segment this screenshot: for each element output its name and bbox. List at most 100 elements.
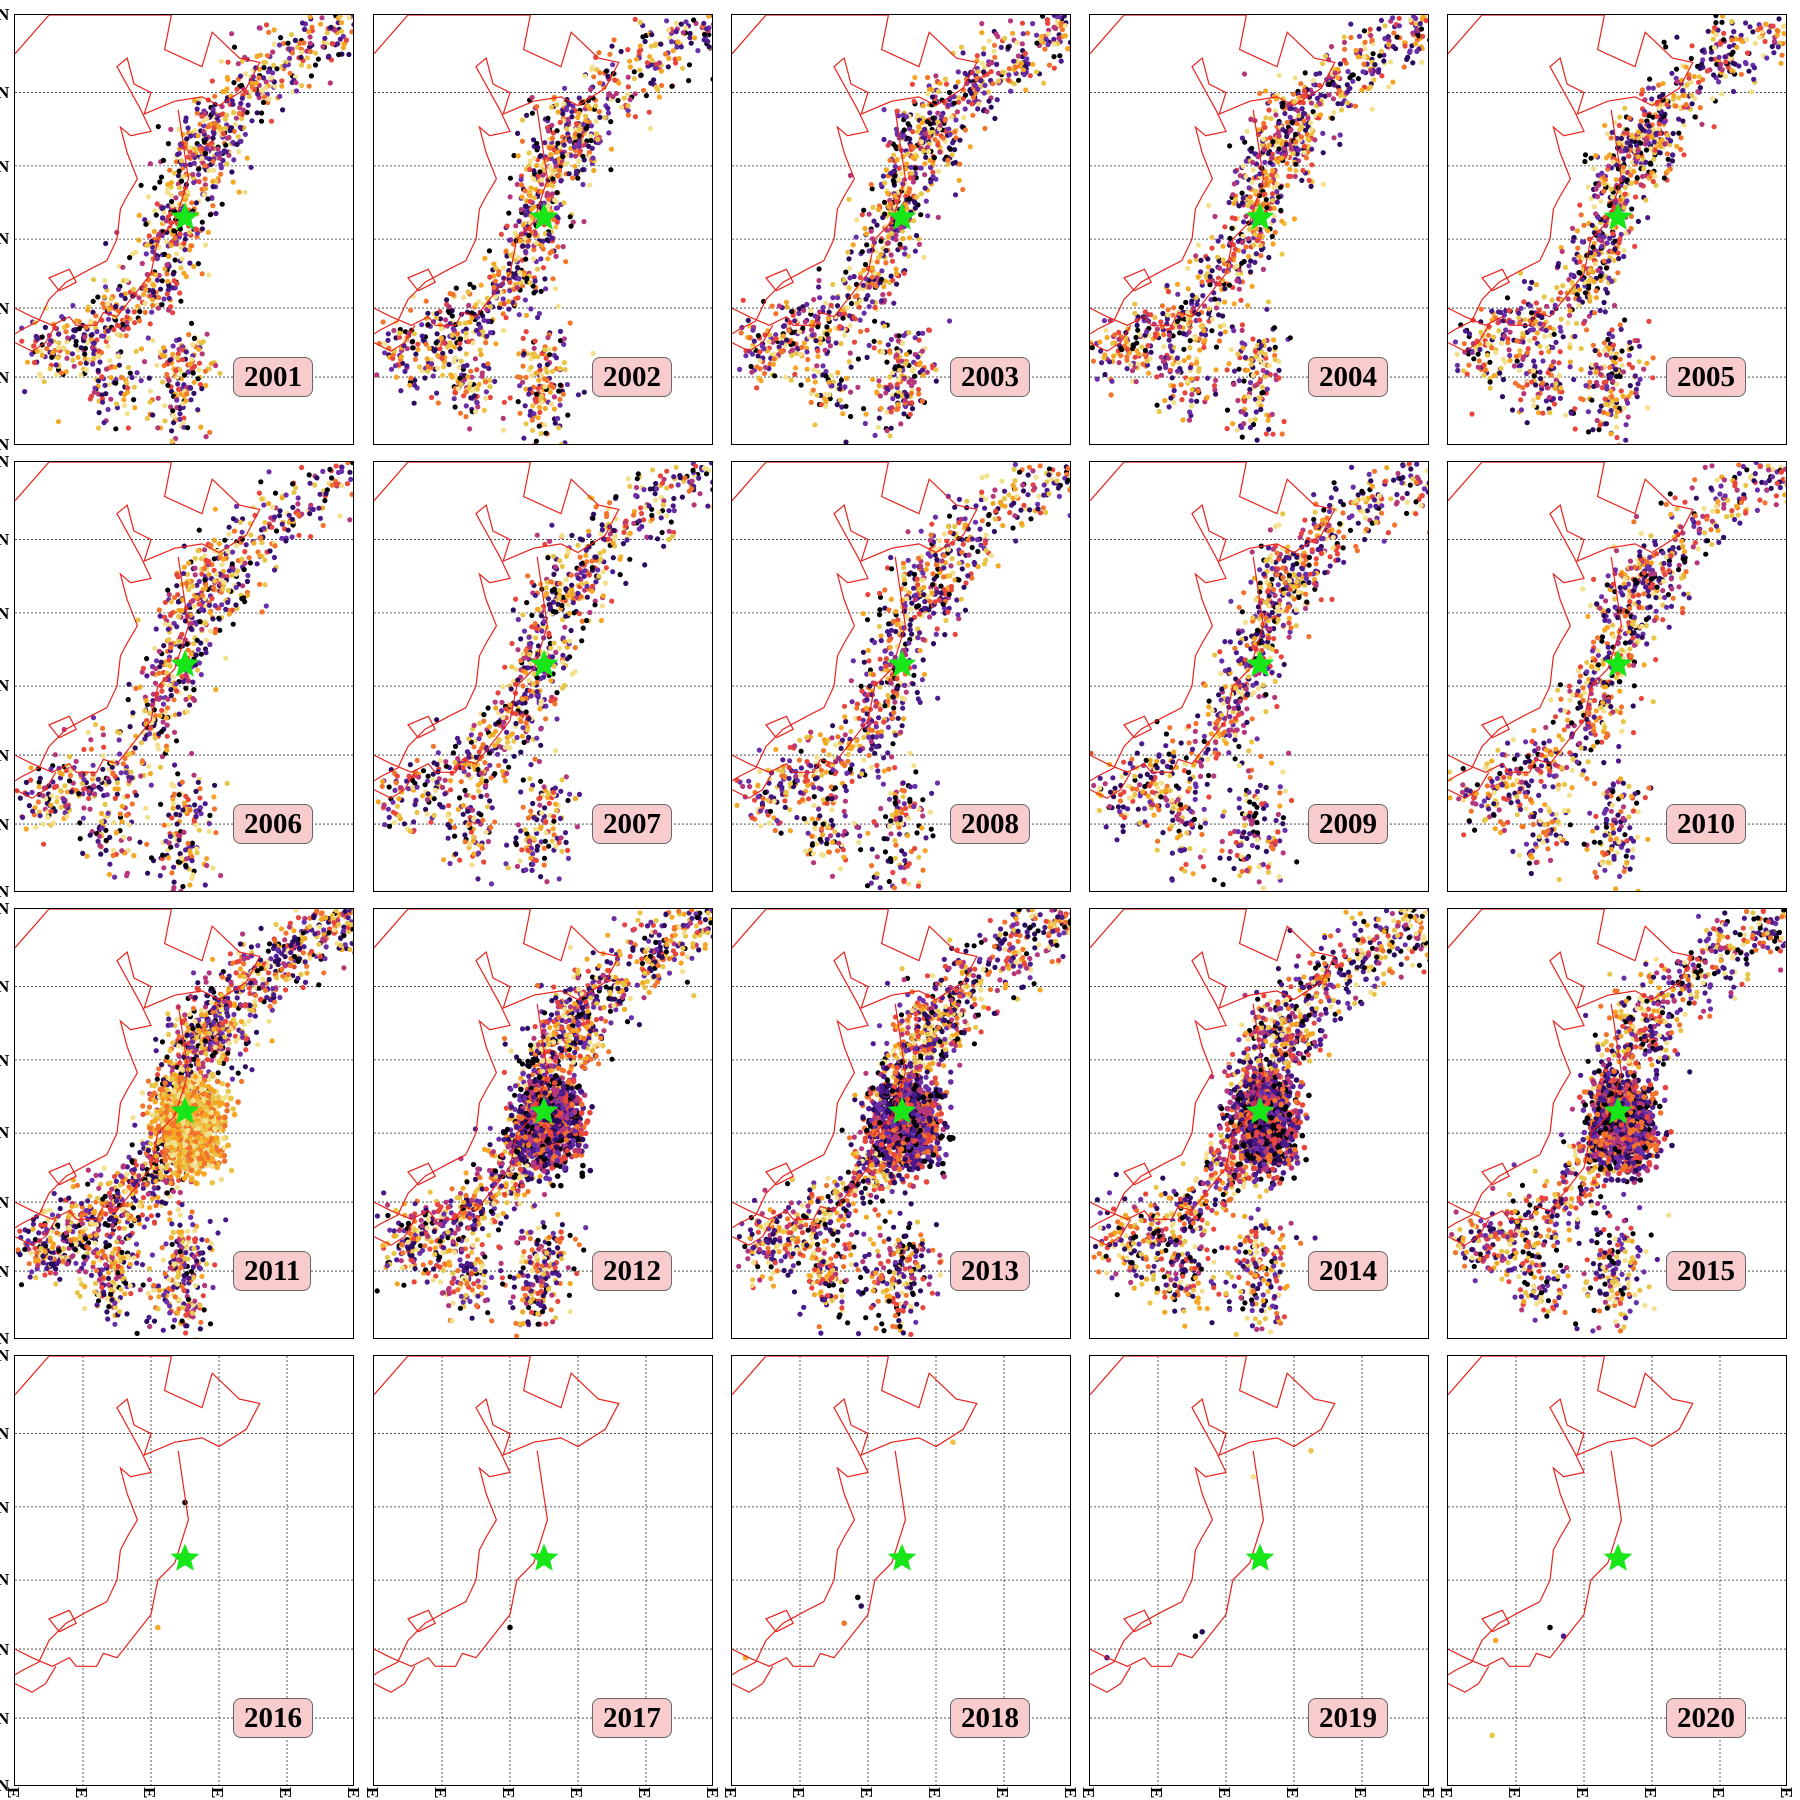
earthquake-point (766, 339, 772, 345)
earthquake-point (1184, 265, 1191, 271)
earthquake-point (279, 78, 285, 84)
earthquake-point (883, 260, 889, 266)
earthquake-point (986, 38, 992, 44)
earthquake-point (942, 116, 948, 122)
earthquake-point (555, 303, 561, 310)
earthquake-point (680, 65, 686, 71)
earthquake-point (1175, 291, 1181, 297)
earthquake-point (171, 420, 177, 426)
earthquake-point (568, 223, 574, 229)
earthquake-point (915, 354, 921, 360)
earthquake-point (575, 392, 581, 398)
earthquake-point (425, 310, 431, 316)
earthquake-point (244, 155, 250, 161)
earthquake-point (234, 141, 240, 147)
earthquake-point (789, 308, 795, 315)
earthquake-point (875, 424, 881, 430)
earthquake-point (1019, 20, 1025, 26)
earthquake-point (789, 347, 795, 353)
earthquake-point (1269, 155, 1275, 161)
earthquake-point (163, 218, 170, 224)
earthquake-point (223, 142, 229, 148)
coastline (374, 324, 416, 352)
earthquake-point (1273, 372, 1279, 378)
earthquake-point (1166, 337, 1172, 343)
earthquake-point (879, 298, 885, 304)
earthquake-point (142, 309, 148, 315)
earthquake-point (834, 402, 840, 408)
earthquake-point (946, 126, 952, 132)
earthquake-point (1265, 417, 1271, 423)
earthquake-point (1213, 344, 1220, 350)
earthquake-point (343, 37, 349, 43)
earthquake-point (637, 43, 643, 49)
earthquake-point (534, 104, 540, 110)
earthquake-point (1337, 141, 1343, 147)
earthquake-point (463, 414, 469, 420)
earthquake-point (261, 59, 267, 66)
earthquake-point (1215, 254, 1221, 260)
earthquake-point (207, 429, 213, 435)
earthquake-point (190, 370, 196, 376)
earthquake-point (842, 332, 848, 338)
map-panel-2004: 2004 (1089, 14, 1429, 445)
earthquake-point (504, 223, 510, 229)
earthquake-point (1178, 382, 1184, 388)
earthquake-point (911, 379, 917, 385)
earthquake-point (1259, 390, 1265, 396)
earthquake-point (550, 183, 556, 189)
earthquake-point (757, 358, 763, 364)
earthquake-point (268, 118, 275, 124)
earthquake-points (19, 15, 353, 444)
earthquake-point (1242, 139, 1248, 145)
earthquake-point (1269, 411, 1275, 417)
earthquake-point (88, 318, 94, 324)
earthquake-point (891, 180, 897, 186)
earthquake-point (463, 389, 469, 395)
earthquake-point (1291, 216, 1298, 222)
earthquake-point (848, 389, 854, 395)
earthquake-point (196, 367, 202, 373)
earthquake-point (133, 348, 139, 354)
earthquake-point (114, 331, 120, 337)
earthquake-point (1167, 343, 1173, 349)
earthquake-point (551, 406, 558, 412)
earthquake-point (124, 319, 130, 326)
earthquake-point (520, 243, 526, 249)
earthquake-point (893, 237, 899, 243)
earthquake-point (1222, 329, 1228, 335)
earthquake-point (524, 275, 530, 281)
earthquake-point (132, 405, 138, 411)
earthquake-point (995, 78, 1002, 84)
earthquake-point (946, 318, 953, 324)
earthquake-point (108, 296, 114, 302)
earthquake-point (1362, 39, 1368, 45)
earthquake-point (868, 181, 874, 188)
earthquake-point (149, 309, 155, 315)
earthquake-point (926, 327, 933, 333)
earthquake-point (38, 348, 44, 354)
earthquake-point (1038, 37, 1044, 43)
earthquake-point (889, 225, 895, 231)
earthquake-point (576, 139, 582, 145)
earthquake-point (530, 427, 536, 433)
earthquake-point (988, 104, 994, 110)
earthquake-point (564, 381, 570, 388)
earthquake-point (906, 189, 912, 195)
earthquake-point (1033, 69, 1040, 75)
earthquake-point (122, 392, 128, 398)
earthquake-point (582, 73, 588, 79)
earthquake-point (183, 349, 189, 355)
earthquake-point (1197, 347, 1203, 353)
earthquake-point (885, 240, 891, 246)
earthquake-point (884, 428, 890, 434)
earthquake-point (945, 161, 951, 167)
earthquake-point (1419, 59, 1425, 65)
earthquake-point (608, 167, 614, 173)
earthquake-point (892, 144, 899, 150)
earthquake-point (131, 309, 137, 315)
earthquake-point (910, 154, 916, 160)
earthquake-point (1065, 46, 1070, 52)
earthquake-point (458, 381, 464, 387)
earthquake-point (1257, 90, 1263, 96)
